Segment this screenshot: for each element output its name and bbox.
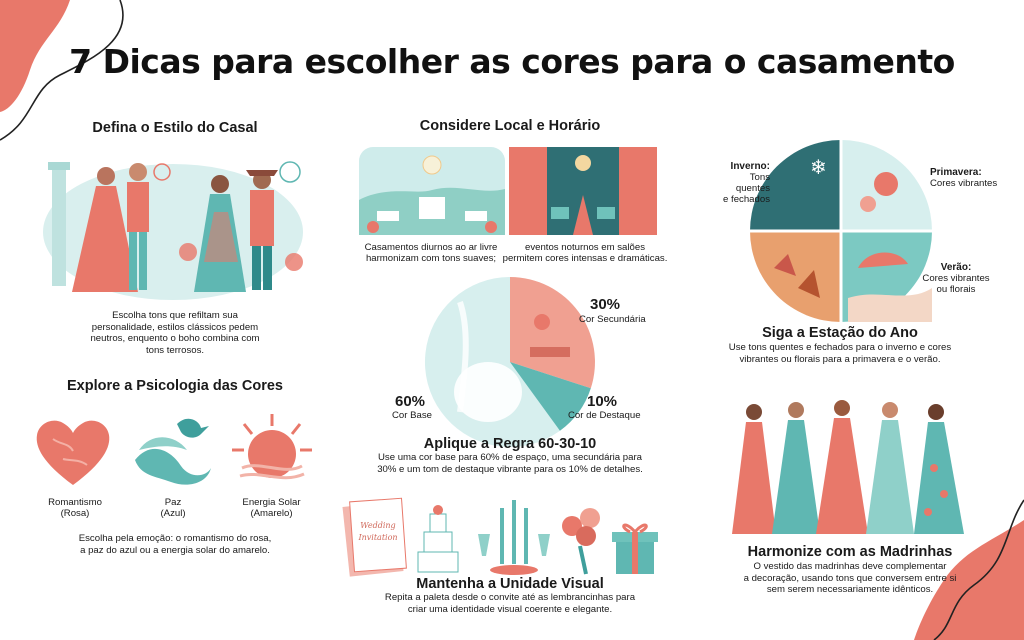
heart-icon bbox=[36, 420, 110, 485]
label-base: Cor Base bbox=[392, 410, 432, 421]
inverno-desc-line: e fechados bbox=[723, 194, 770, 205]
local-left-caption: Casamentos diurnos ao ar livre harmoniza… bbox=[356, 242, 506, 264]
psico-item-name: Romantismo bbox=[48, 497, 102, 508]
caption-line: Casamentos diurnos ao ar livre bbox=[364, 242, 498, 253]
svg-text:❄: ❄ bbox=[810, 155, 827, 179]
invite-line-2: Invitation bbox=[357, 533, 397, 542]
psico-item-color: (Rosa) bbox=[60, 508, 90, 519]
caption-line: permitem cores intensas e dramáticas. bbox=[502, 253, 668, 264]
local-heading: Considere Local e Horário bbox=[419, 118, 601, 134]
invite-line-1: Wedding bbox=[360, 521, 395, 530]
caption-line: eventos noturnos em salões bbox=[525, 242, 645, 253]
night-venue-illustration bbox=[509, 147, 657, 235]
madrinhas-text-line: a decoração, usando tons que conversem e… bbox=[743, 572, 957, 584]
label-destaque: Cor de Destaque bbox=[568, 410, 641, 421]
psicologia-text-line: Escolha pela emoção: o romantismo do ros… bbox=[78, 533, 272, 544]
primavera-callout: Primavera: Cores vibrantes bbox=[930, 167, 997, 189]
regra-heading: Aplique a Regra 60-30-10 bbox=[423, 436, 597, 452]
estilo-text: Escolha tons que refiltam sua personalid… bbox=[40, 310, 310, 356]
inverno-label: Inverno: bbox=[730, 161, 770, 172]
page-title: 7 Dicas para escolher as cores para o ca… bbox=[69, 42, 955, 81]
psicologia-text: Escolha pela emoção: o romantismo do ros… bbox=[40, 533, 310, 556]
estacao-heading: Siga a Estação do Ano bbox=[762, 325, 918, 341]
psico-item-romantismo: Romantismo (Rosa) bbox=[30, 497, 120, 519]
inverno-callout: Inverno: Tons quentes e fechados bbox=[715, 161, 770, 205]
bridesmaids-illustration bbox=[732, 400, 964, 534]
inverno-desc-line: Tons quentes bbox=[735, 172, 770, 194]
estilo-text-line: Escolha tons que refiltam sua bbox=[112, 310, 238, 321]
estilo-text-line: personalidade, estilos clássicos pedem bbox=[91, 321, 259, 333]
estacao-text-line: Use tons quentes e fechados para o inver… bbox=[728, 342, 952, 353]
psico-item-name: Energia Solar bbox=[242, 497, 301, 508]
madrinhas-text: O vestido das madrinhas deve complementa… bbox=[710, 561, 990, 596]
outdoor-venue-illustration bbox=[359, 147, 505, 235]
estacao-text: Use tons quentes e fechados para o inver… bbox=[690, 342, 990, 365]
visual-text-line: Repita a paleta desde o convite até as l… bbox=[384, 592, 636, 603]
estacao-text-line: vibrantes ou florais para a primavera e … bbox=[739, 353, 941, 365]
psico-item-name: Paz bbox=[164, 497, 182, 508]
regra-text-line: Use uma cor base para 60% de espaço, uma… bbox=[378, 452, 642, 463]
sun-icon bbox=[232, 414, 312, 480]
corner-decoration-bottom-right bbox=[914, 499, 1024, 640]
pct-secundaria: 30% bbox=[590, 296, 621, 313]
pct-destaque: 10% bbox=[587, 393, 618, 410]
verao-desc-line: Cores vibrantes bbox=[922, 273, 990, 284]
estilo-heading: Defina o Estilo do Casal bbox=[92, 120, 258, 136]
primavera-desc: Cores vibrantes bbox=[930, 178, 998, 189]
visual-text: Repita a paleta desde o convite até as l… bbox=[340, 592, 680, 615]
estilo-text-line: neutros, enquento o boho combina com bbox=[90, 333, 260, 344]
madrinhas-text-line: sem serem necessariamente idênticos. bbox=[766, 584, 934, 595]
psico-item-paz: Paz (Azul) bbox=[128, 497, 218, 519]
dove-icon bbox=[135, 418, 211, 485]
rule-603010-pie bbox=[424, 277, 595, 447]
caption-line: harmonizam com tons suaves; bbox=[365, 253, 497, 264]
label-secundaria: Cor Secundária bbox=[579, 314, 646, 325]
psico-item-color: (Amarelo) bbox=[250, 508, 293, 519]
seasons-circle: ❄ bbox=[750, 140, 932, 322]
madrinhas-text-line: O vestido das madrinhas deve complementa… bbox=[753, 561, 947, 572]
verao-label: Verão: bbox=[940, 262, 972, 273]
psicologia-heading: Explore a Psicologia das Cores bbox=[67, 378, 283, 394]
psicologia-text-line: a paz do azul ou a energia solar do amar… bbox=[80, 544, 270, 556]
regra-text: Use uma cor base para 60% de espaço, uma… bbox=[340, 452, 680, 475]
madrinhas-heading: Harmonize com as Madrinhas bbox=[747, 544, 953, 560]
regra-text-line: 30% e um tom de destaque vibrante para o… bbox=[377, 463, 643, 475]
estilo-text-line: tons terrosos. bbox=[145, 344, 205, 356]
couples-illustration bbox=[43, 161, 303, 300]
verao-desc-line: ou florais bbox=[936, 284, 976, 295]
corner-decoration-top-left bbox=[0, 0, 124, 141]
verao-callout: Verão: Cores vibrantes ou florais bbox=[916, 262, 996, 295]
pct-base: 60% bbox=[395, 393, 426, 410]
wedding-items-illustration: Wedding Invitation bbox=[342, 497, 658, 577]
psico-item-color: (Azul) bbox=[160, 508, 186, 519]
local-right-caption: eventos noturnos em salões permitem core… bbox=[500, 242, 670, 264]
psico-item-energia: Energia Solar (Amarelo) bbox=[224, 497, 319, 519]
visual-text-line: criar uma identidade visual coerente e e… bbox=[407, 603, 613, 615]
primavera-label: Primavera: bbox=[930, 167, 982, 178]
visual-heading: Mantenha a Unidade Visual bbox=[416, 576, 604, 592]
